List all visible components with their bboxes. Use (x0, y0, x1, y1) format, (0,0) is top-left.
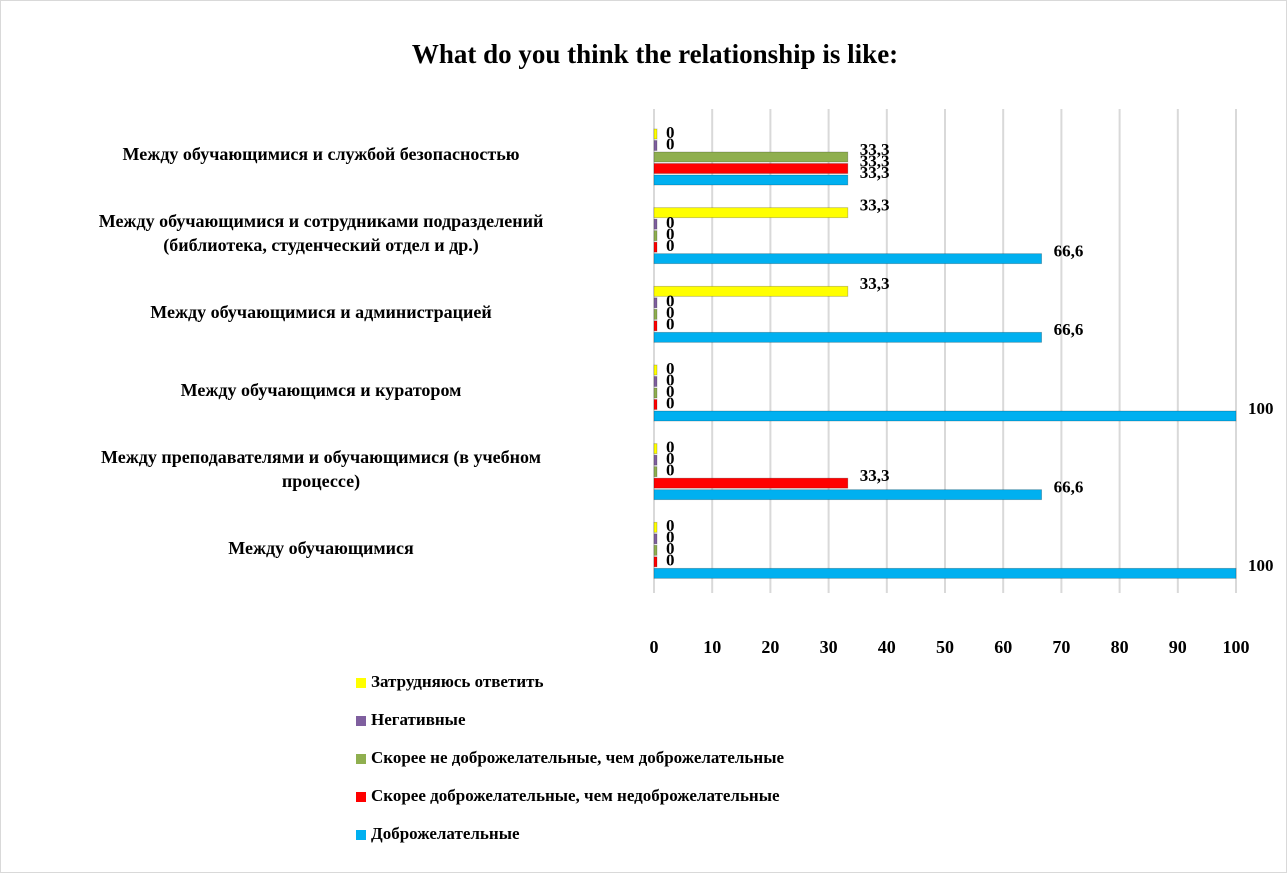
bar (653, 207, 849, 219)
data-label: 0 (666, 236, 675, 255)
x-tick-label: 10 (703, 637, 721, 657)
x-tick-label: 50 (936, 637, 954, 657)
bar (653, 443, 658, 455)
data-label: 0 (666, 134, 675, 153)
bar (653, 174, 849, 186)
bar (653, 241, 658, 253)
legend-label: Негативные (371, 710, 466, 729)
bar (653, 477, 849, 489)
bar (653, 454, 658, 466)
x-tick-label: 0 (650, 637, 659, 657)
legend-swatch (356, 792, 366, 802)
legend-swatch (356, 754, 366, 764)
bar (653, 163, 849, 174)
data-label: 0 (666, 393, 675, 412)
data-label: 0 (666, 303, 675, 322)
data-label: 66,6 (1054, 478, 1084, 497)
data-label: 0 (666, 213, 675, 232)
bar (653, 533, 658, 545)
data-label: 100 (1248, 556, 1274, 575)
bar (653, 253, 1043, 265)
x-tick-label: 20 (761, 637, 779, 657)
data-label: 66,6 (1054, 242, 1084, 261)
data-label: 0 (666, 528, 675, 547)
data-label: 33,3 (860, 466, 890, 485)
x-tick-label: 90 (1169, 637, 1187, 657)
data-label: 0 (666, 225, 675, 244)
data-label: 0 (666, 123, 675, 142)
legend-label: Затрудняюсь ответить (371, 672, 543, 691)
x-tick-label: 60 (994, 637, 1012, 657)
bar (653, 285, 849, 297)
category-label: Между обучающимися и службой безопасност… (122, 144, 520, 165)
bar (653, 151, 849, 163)
data-label: 0 (666, 449, 675, 468)
data-label: 0 (666, 516, 675, 535)
data-label: 33,3 (860, 140, 890, 159)
bar (653, 218, 658, 230)
legend-swatch (356, 830, 366, 840)
category-label: Между преподавателями и обучающимися (в … (101, 447, 541, 491)
data-label: 0 (666, 315, 675, 334)
category-label: Между обучающимися и сотрудниками подраз… (98, 211, 544, 255)
bar (653, 297, 658, 309)
bar (653, 399, 658, 410)
x-tick-label: 70 (1052, 637, 1070, 657)
legend-swatch (356, 716, 366, 726)
bar (653, 308, 658, 320)
bar (653, 567, 1237, 579)
bar (653, 489, 1043, 501)
data-label: 33,3 (860, 163, 890, 182)
data-label: 0 (666, 359, 675, 378)
x-tick-label: 100 (1223, 637, 1250, 657)
legend-swatch (356, 678, 366, 688)
chart-title: What do you think the relationship is li… (412, 39, 898, 69)
x-tick-label: 80 (1111, 637, 1129, 657)
bar (653, 320, 658, 332)
bar (653, 410, 1237, 422)
data-label: 100 (1248, 399, 1274, 418)
bar (653, 376, 658, 387)
legend-label: Скорее не доброжелательные, чем доброжел… (371, 748, 784, 767)
x-tick-label: 40 (878, 637, 896, 657)
data-label: 0 (666, 382, 675, 401)
data-label: 33,3 (860, 151, 890, 170)
data-label: 0 (666, 551, 675, 570)
category-label: Между обучающимся и куратором (180, 380, 462, 401)
x-tick-label: 30 (820, 637, 838, 657)
bar (653, 466, 658, 478)
bar (653, 364, 658, 376)
data-label: 0 (666, 292, 675, 311)
data-label: 0 (666, 539, 675, 558)
data-label: 0 (666, 461, 675, 480)
data-label: 33,3 (860, 274, 890, 293)
bar (653, 544, 658, 556)
bar (653, 128, 658, 140)
data-label: 66,6 (1054, 320, 1084, 339)
bar (653, 230, 658, 242)
data-label: 0 (666, 438, 675, 457)
data-label: 0 (666, 370, 675, 389)
data-label: 33,3 (860, 196, 890, 215)
category-label: Между обучающимися (228, 537, 414, 558)
bar (653, 556, 658, 568)
bar (653, 521, 658, 533)
legend-label: Доброжелательные (371, 824, 520, 843)
bar (653, 331, 1043, 343)
category-label: Между обучающимися и администрацией (150, 301, 492, 322)
legend-label: Скорее доброжелательные, чем недоброжела… (371, 786, 780, 805)
bar (653, 387, 658, 399)
bar (653, 140, 658, 151)
